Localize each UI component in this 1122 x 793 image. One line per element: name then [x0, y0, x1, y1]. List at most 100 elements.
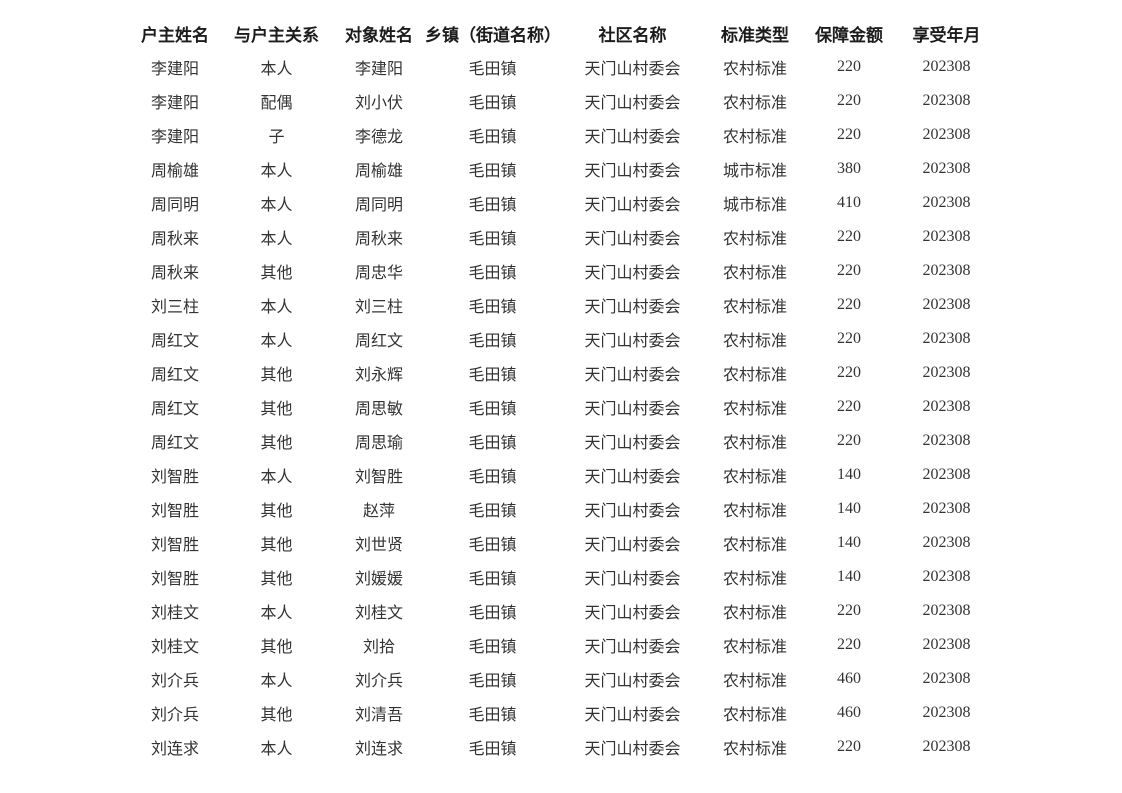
table-cell: 周榆雄 — [354, 163, 403, 180]
table-row: 刘桂文 本人 刘桂文 毛田镇 天门山村委会 农村标准 220 202308 — [130, 594, 1000, 628]
table-cell: 农村标准 — [722, 299, 787, 316]
table-cell: 农村标准 — [722, 265, 787, 282]
table-cell: 本人 — [260, 605, 293, 622]
table-cell: 202308 — [922, 636, 971, 653]
table-cell: 202308 — [922, 92, 971, 109]
table-cell: 农村标准 — [722, 741, 787, 758]
table-cell: 140 — [837, 500, 861, 517]
table-cell: 刘小伏 — [354, 95, 403, 112]
table-cell: 毛田镇 — [468, 401, 517, 418]
table-cell: 刘智胜 — [150, 537, 199, 554]
table-cell: 天门山村委会 — [584, 265, 681, 282]
table-cell: 202308 — [922, 262, 971, 279]
table-cell: 220 — [837, 126, 861, 143]
table-cell: 农村标准 — [722, 707, 787, 724]
table-cell: 农村标准 — [722, 639, 787, 656]
table-row: 周同明 本人 周同明 毛田镇 天门山村委会 城市标准 410 202308 — [130, 186, 1000, 220]
table-cell: 城市标准 — [722, 197, 787, 214]
table-cell: 毛田镇 — [468, 299, 517, 316]
table-cell: 农村标准 — [722, 401, 787, 418]
table-cell: 202308 — [922, 738, 971, 755]
table-row: 刘智胜 其他 赵萍 毛田镇 天门山村委会 农村标准 140 202308 — [130, 492, 1000, 526]
table-cell: 202308 — [922, 500, 971, 517]
table-cell: 220 — [837, 398, 861, 415]
table-cell: 220 — [837, 636, 861, 653]
table-row: 李建阳 本人 李建阳 毛田镇 天门山村委会 农村标准 220 202308 — [130, 50, 1000, 84]
table-cell: 220 — [837, 228, 861, 245]
column-header: 户主姓名 — [141, 25, 209, 45]
table-cell: 毛田镇 — [468, 197, 517, 214]
table-cell: 220 — [837, 296, 861, 313]
table-cell: 毛田镇 — [468, 435, 517, 452]
table-row: 周红文 其他 周思瑜 毛田镇 天门山村委会 农村标准 220 202308 — [130, 424, 1000, 458]
table-cell: 刘介兵 — [150, 673, 199, 690]
table-cell: 202308 — [922, 58, 971, 75]
table-row: 周红文 其他 周思敏 毛田镇 天门山村委会 农村标准 220 202308 — [130, 390, 1000, 424]
table-cell: 202308 — [922, 568, 971, 585]
table-cell: 本人 — [260, 163, 293, 180]
table-cell: 周忠华 — [354, 265, 403, 282]
table-cell: 周红文 — [150, 401, 199, 418]
table-cell: 410 — [837, 194, 861, 211]
table-cell: 其他 — [260, 367, 293, 384]
table-cell: 202308 — [922, 466, 971, 483]
table-cell: 毛田镇 — [468, 673, 517, 690]
table-cell: 毛田镇 — [468, 367, 517, 384]
table-cell: 李建阳 — [150, 61, 199, 78]
table-row: 李建阳 配偶 刘小伏 毛田镇 天门山村委会 农村标准 220 202308 — [130, 84, 1000, 118]
table-cell: 140 — [837, 568, 861, 585]
table-cell: 天门山村委会 — [584, 197, 681, 214]
table-cell: 周红文 — [150, 333, 199, 350]
table-cell: 本人 — [260, 61, 293, 78]
table-cell: 毛田镇 — [468, 95, 517, 112]
table-row: 刘智胜 其他 刘媛媛 毛田镇 天门山村委会 农村标准 140 202308 — [130, 560, 1000, 594]
table-cell: 天门山村委会 — [584, 129, 681, 146]
table-cell: 周秋来 — [354, 231, 403, 248]
table-cell: 毛田镇 — [468, 537, 517, 554]
table-cell: 220 — [837, 364, 861, 381]
table-cell: 202308 — [922, 670, 971, 687]
table-header: 户主姓名 与户主关系 对象姓名 乡镇（街道名称） 社区名称 标准类型 保障金额 享受年月 — [130, 16, 1000, 50]
table-cell: 毛田镇 — [468, 265, 517, 282]
table-cell: 460 — [837, 704, 861, 721]
table-row: 刘连求 本人 刘连求 毛田镇 天门山村委会 农村标准 220 202308 — [130, 730, 1000, 764]
column-header: 标准类型 — [721, 25, 789, 45]
table-cell: 刘桂文 — [150, 639, 199, 656]
table-cell: 毛田镇 — [468, 605, 517, 622]
table-cell: 220 — [837, 602, 861, 619]
table-cell: 其他 — [260, 707, 293, 724]
table-cell: 其他 — [260, 571, 293, 588]
table-cell: 毛田镇 — [468, 231, 517, 248]
table-cell: 其他 — [260, 401, 293, 418]
table-cell: 天门山村委会 — [584, 571, 681, 588]
table-cell: 周同明 — [150, 197, 199, 214]
table-cell: 刘清吾 — [354, 707, 403, 724]
welfare-benefit-table: 户主姓名 与户主关系 对象姓名 乡镇（街道名称） 社区名称 标准类型 保障金额 享受年月 李建… — [130, 16, 1000, 764]
table-cell: 城市标准 — [722, 163, 787, 180]
table-row: 周秋来 本人 周秋来 毛田镇 天门山村委会 农村标准 220 202308 — [130, 220, 1000, 254]
table-cell: 毛田镇 — [468, 469, 517, 486]
table-cell: 140 — [837, 534, 861, 551]
table-cell: 天门山村委会 — [584, 741, 681, 758]
table-cell: 460 — [837, 670, 861, 687]
table-cell: 220 — [837, 432, 861, 449]
table-cell: 刘三柱 — [354, 299, 403, 316]
table-cell: 202308 — [922, 126, 971, 143]
table-cell: 毛田镇 — [468, 163, 517, 180]
table-cell: 天门山村委会 — [584, 333, 681, 350]
column-header: 保障金额 — [815, 25, 883, 45]
table-cell: 202308 — [922, 704, 971, 721]
table-cell: 赵萍 — [362, 503, 395, 520]
table-cell: 202308 — [922, 602, 971, 619]
table-cell: 农村标准 — [722, 129, 787, 146]
table-cell: 其他 — [260, 639, 293, 656]
table-cell: 202308 — [922, 534, 971, 551]
table-cell: 202308 — [922, 160, 971, 177]
table-cell: 子 — [268, 129, 285, 146]
table-cell: 220 — [837, 738, 861, 755]
table-cell: 202308 — [922, 228, 971, 245]
table-cell: 刘连求 — [150, 741, 199, 758]
table-cell: 李德龙 — [354, 129, 403, 146]
table-cell: 李建阳 — [354, 61, 403, 78]
table-cell: 农村标准 — [722, 333, 787, 350]
